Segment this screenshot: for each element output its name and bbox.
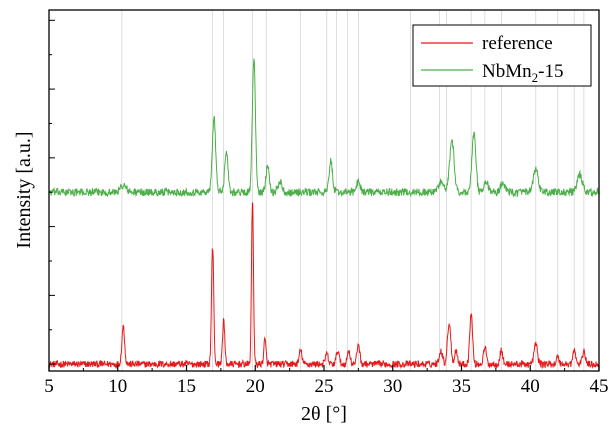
y-ticks bbox=[49, 19, 55, 365]
x-tick-label-45: 45 bbox=[590, 376, 609, 397]
x-tick-label-10: 10 bbox=[108, 376, 127, 397]
x-tick-label-35: 35 bbox=[452, 376, 471, 397]
legend-label-nbmn2-15-part2: -15 bbox=[538, 61, 563, 82]
x-axis-title: 2θ [°] bbox=[301, 403, 347, 425]
series-group bbox=[48, 58, 600, 370]
x-tick-label-5: 5 bbox=[44, 376, 54, 397]
y-axis-title: Intensity [a.u.] bbox=[13, 131, 35, 248]
legend: reference NbMn2-15 bbox=[412, 24, 592, 87]
series-line-0 bbox=[48, 202, 600, 370]
legend-box bbox=[412, 24, 592, 87]
series-line-1 bbox=[48, 58, 600, 198]
x-tick-label-30: 30 bbox=[383, 376, 402, 397]
x-ticks: 5 10 15 20 25 30 35 40 45 bbox=[44, 365, 609, 397]
x-tick-label-15: 15 bbox=[177, 376, 196, 397]
x-tick-label-40: 40 bbox=[521, 376, 540, 397]
legend-label-nbmn2-15-subscript: 2 bbox=[532, 70, 539, 85]
x-tick-label-20: 20 bbox=[246, 376, 265, 397]
x-tick-label-25: 25 bbox=[315, 376, 334, 397]
legend-label-reference: reference bbox=[482, 33, 553, 54]
legend-label-nbmn2-15-part1: NbMn bbox=[482, 61, 532, 82]
legend-label-nbmn2-15: NbMn2-15 bbox=[482, 61, 563, 85]
